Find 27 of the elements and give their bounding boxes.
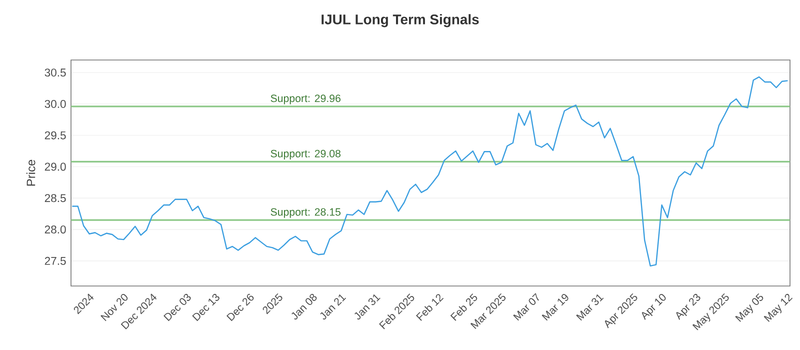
chart-title: IJUL Long Term Signals: [322, 14, 479, 28]
ref-line-label: Support: 29.08: [270, 150, 340, 160]
x-tick-label: Dec 13: [192, 294, 220, 322]
y-tick-label: 29.0: [44, 162, 66, 171]
x-tick-label: Dec 03: [164, 294, 191, 322]
y-axis-title: Price: [26, 160, 36, 186]
x-tick-label: Apr 10: [642, 294, 666, 320]
x-tick-label: Mar 19: [542, 294, 568, 321]
x-tick-label: Jan 08: [292, 294, 317, 320]
x-tick-label: May 12: [764, 294, 793, 322]
y-tick-label: 28.5: [44, 194, 66, 202]
y-tick-label: 30.5: [44, 68, 66, 77]
y-tick-label: 28.0: [44, 226, 66, 234]
ref-line-label: Support: 29.96: [270, 94, 340, 104]
x-tick-label: Jan 21: [320, 294, 346, 320]
y-tick-label: 27.5: [44, 256, 66, 265]
y-tick-label: 30.0: [44, 100, 66, 108]
x-tick-label: Feb 12: [416, 294, 444, 321]
x-tick-label: Apr 23: [676, 294, 700, 320]
x-tick-label: Mar 07: [513, 293, 539, 321]
x-tick-label: May 05: [735, 293, 764, 322]
x-tick-label: Nov 20: [100, 294, 128, 322]
x-tick-label: Jan 31: [354, 294, 380, 320]
y-tick-label: 29.5: [44, 131, 66, 140]
x-tick-label: Mar 31: [576, 294, 604, 321]
ref-line-label: Support: 28.15: [270, 208, 341, 218]
x-tick-label: Dec 26: [226, 294, 254, 322]
